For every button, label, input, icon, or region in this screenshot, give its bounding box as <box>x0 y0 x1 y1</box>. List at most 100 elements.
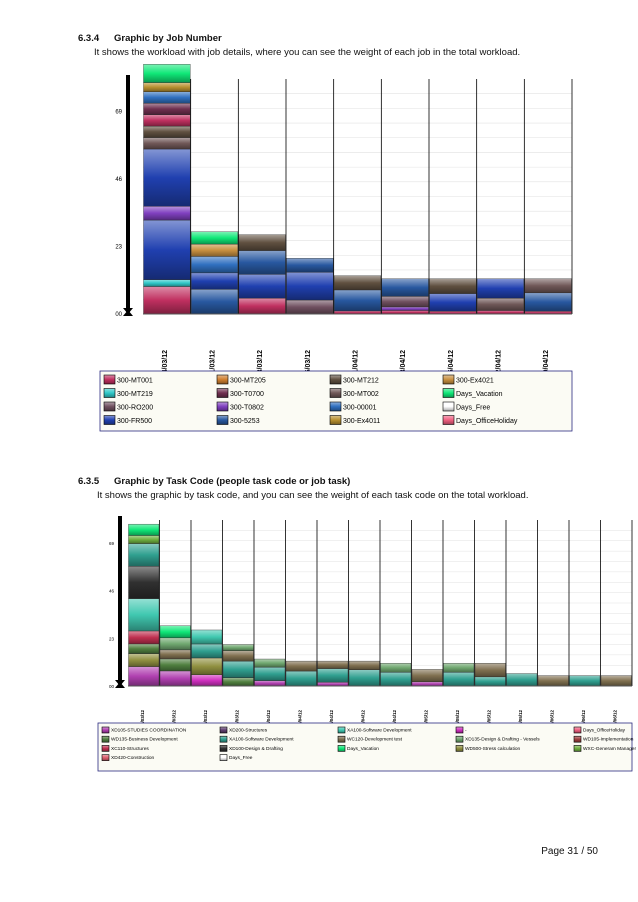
y-axis-bar <box>118 516 122 684</box>
legend-item-label: XD105-STUDIES COORDINATION <box>111 728 187 734</box>
legend-item-label: 300-Ex4021 <box>456 378 494 385</box>
legend-swatch <box>103 388 116 398</box>
y-axis-bar <box>126 75 130 312</box>
y-tick-label: 46 <box>109 589 115 594</box>
legend-swatch <box>455 745 464 752</box>
bar-segment <box>128 523 160 536</box>
bar-segment <box>537 675 569 687</box>
legend-swatch <box>337 726 346 734</box>
x-tick-label: 22/04/12 <box>496 350 503 377</box>
bar-segment <box>159 625 191 639</box>
legend-item-label: XD420-Construction <box>111 755 155 761</box>
legend-item-label: 300-MT002 <box>343 391 379 398</box>
x-tick-label: 18/03/12 <box>203 710 208 728</box>
bar-segment <box>600 675 632 687</box>
legend-swatch <box>216 388 229 398</box>
bar-segment <box>380 672 412 687</box>
y-tick-label: 00 <box>109 684 115 689</box>
bar-segment <box>286 271 334 301</box>
bar-segment <box>238 234 286 251</box>
bar-segment <box>569 675 601 687</box>
legend-item-label: XD200-Structures <box>229 728 268 734</box>
legend-item-label: Days_Free <box>456 405 490 412</box>
legend-item-label: Days_Vacation <box>456 391 503 398</box>
x-tick-label: 13/05/12 <box>455 710 460 728</box>
bar-segment <box>254 658 286 668</box>
bar-segment <box>143 64 191 83</box>
legend-swatch <box>442 374 455 385</box>
legend-swatch <box>103 374 116 385</box>
legend-swatch <box>442 415 455 425</box>
legend-swatch <box>573 726 582 734</box>
bar-segment <box>191 674 223 687</box>
legend-swatch <box>455 726 464 734</box>
x-tick-label: 17/06/12 <box>612 710 617 728</box>
bar-segment <box>443 662 475 673</box>
legend-swatch <box>101 754 110 761</box>
bar-segment <box>222 644 254 651</box>
bar-segment <box>476 278 525 299</box>
page-number: 31 <box>567 846 579 857</box>
legend-swatch <box>329 415 342 425</box>
bar-segment <box>128 643 160 654</box>
x-tick-label: 08/04/12 <box>400 350 407 377</box>
x-tick-label: 18/03/12 <box>257 350 264 377</box>
bar-segment <box>474 662 506 678</box>
legend-swatch <box>219 754 228 761</box>
legend-swatch <box>101 745 110 752</box>
bar-segment <box>128 666 160 687</box>
axis-arrow-up-icon <box>115 682 125 688</box>
bar-segment <box>333 275 382 291</box>
legend-item-label: 300-RO200 <box>117 405 153 412</box>
x-tick-label: 01/04/12 <box>353 350 360 377</box>
legend-item-label: 300-MT001 <box>117 378 153 385</box>
x-tick-label: 11/03/12 <box>210 350 217 377</box>
bar-segment <box>128 566 160 599</box>
bar-segment <box>380 662 412 673</box>
legend-swatch <box>329 374 342 385</box>
bar-segment <box>443 672 475 687</box>
legend-swatch <box>219 726 228 734</box>
bar-segment <box>254 680 286 687</box>
legend-swatch <box>455 735 464 743</box>
legend-item-label: WD135-Business Development <box>111 737 178 743</box>
bar-segment <box>317 668 349 683</box>
legend-swatch <box>219 735 228 743</box>
legend-item-label: XD100-Design & Drafting <box>229 746 283 752</box>
legend-swatch <box>216 415 229 425</box>
bar-segment <box>128 598 160 632</box>
legend-swatch <box>573 745 582 752</box>
legend-item-label: 300-T0802 <box>230 405 264 412</box>
bar-segment <box>190 231 239 245</box>
legend-item-label: WXC-Generam Manager <box>583 746 636 752</box>
bar-segment <box>524 278 572 294</box>
bar-segment <box>317 660 349 669</box>
section-title: Graphic by Job Number <box>114 33 222 44</box>
legend-item-label: 300-FR500 <box>117 418 152 425</box>
bar-segment <box>429 278 477 294</box>
legend-item-label: 300-T0700 <box>230 391 264 398</box>
bar-segment <box>286 258 334 273</box>
bar-segment <box>348 660 380 670</box>
x-tick-label: 03/06/12 <box>549 710 554 728</box>
bar-segment <box>285 660 317 672</box>
x-tick-label: 27/05/12 <box>518 710 523 728</box>
page-label: Page <box>541 846 565 857</box>
x-tick-label: 01/04/12 <box>266 710 271 728</box>
x-tick-label: 29/04/12 <box>392 710 397 728</box>
legend-item-label: XC110-Structures <box>111 746 149 752</box>
chart-legend: 300-MT001 300-MT205 300-MT212 300-Ex4021 300… <box>99 370 573 432</box>
bar-segment <box>143 286 191 315</box>
legend-item-label: 300-MT205 <box>230 378 266 385</box>
legend-swatch <box>337 735 346 743</box>
bar-segment <box>128 543 160 567</box>
legend-item-label: Days_OfficeHoliday <box>456 418 518 425</box>
x-tick-label: 25/03/12 <box>234 710 239 728</box>
x-tick-label: 20/05/12 <box>486 710 491 728</box>
legend-item-label: Days_Free <box>229 755 253 761</box>
section-heading-task-code: 6.3.5 Graphic by Task Code (people task c… <box>78 476 350 487</box>
bar-segment <box>506 673 538 687</box>
legend-swatch <box>329 388 342 398</box>
legend-swatch <box>442 388 455 398</box>
